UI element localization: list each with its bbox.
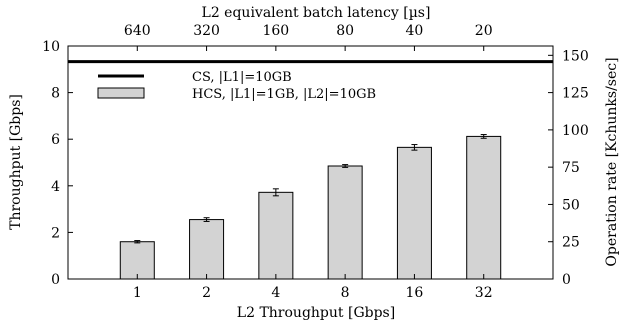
x-axis-title: L2 Throughput [Gbps] <box>237 305 395 321</box>
y-right-tick-label: 100 <box>562 123 589 139</box>
y-left-tick-label: 2 <box>51 225 60 241</box>
y-right-tick-label: 125 <box>562 86 589 102</box>
bar-2 <box>189 219 225 280</box>
y-left-tick-label: 4 <box>51 179 60 195</box>
error-bars <box>134 134 487 244</box>
bar-1 <box>119 241 155 280</box>
bar-16 <box>396 146 432 280</box>
x-top-tick-label: 40 <box>406 23 424 39</box>
plot-border <box>67 45 554 280</box>
x-tick-label: 1 <box>133 285 142 301</box>
y-left-tick-label: 10 <box>42 39 60 55</box>
y-left-tick-label: 6 <box>51 132 60 148</box>
y-left-tick-label: 0 <box>51 272 60 288</box>
bar-32 <box>466 135 502 280</box>
y-right-tick-label: 150 <box>562 48 589 64</box>
ticks: 1640232041608801640322002468100255075100… <box>42 23 589 301</box>
plot-frame <box>67 45 554 280</box>
legend-label-hcs: HCS, |L1|=1GB, |L2|=10GB <box>192 87 376 102</box>
x-tick-label: 8 <box>341 285 350 301</box>
x-tick-label: 4 <box>271 285 280 301</box>
x-top-tick-label: 640 <box>124 23 151 39</box>
bar-8 <box>327 165 363 280</box>
y-right-tick-label: 75 <box>562 160 580 176</box>
x-top-tick-label: 80 <box>336 23 354 39</box>
legend-label-cs: CS, |L1|=10GB <box>192 70 292 85</box>
y-right-axis-title: Operation rate [Kchunks/sec] <box>604 57 620 266</box>
x-tick-label: 2 <box>202 285 211 301</box>
x-tick-label: 16 <box>406 285 424 301</box>
x-top-tick-label: 320 <box>193 23 220 39</box>
y-right-tick-label: 25 <box>562 235 580 251</box>
y-left-axis-title: Throughput [Gbps] <box>8 94 24 230</box>
legend: CS, |L1|=10GB HCS, |L1|=1GB, |L2|=10GB <box>97 70 376 102</box>
y-right-tick-label: 0 <box>562 272 571 288</box>
bars <box>119 135 502 280</box>
x-top-tick-label: 160 <box>262 23 289 39</box>
bar-4 <box>258 191 294 280</box>
x-top-axis-title: L2 equivalent batch latency [µs] <box>202 5 431 21</box>
y-right-tick-label: 50 <box>562 197 580 213</box>
x-top-tick-label: 20 <box>475 23 493 39</box>
x-tick-label: 32 <box>475 285 493 301</box>
y-left-tick-label: 8 <box>51 86 60 102</box>
legend-swatch-hcs <box>97 87 145 99</box>
